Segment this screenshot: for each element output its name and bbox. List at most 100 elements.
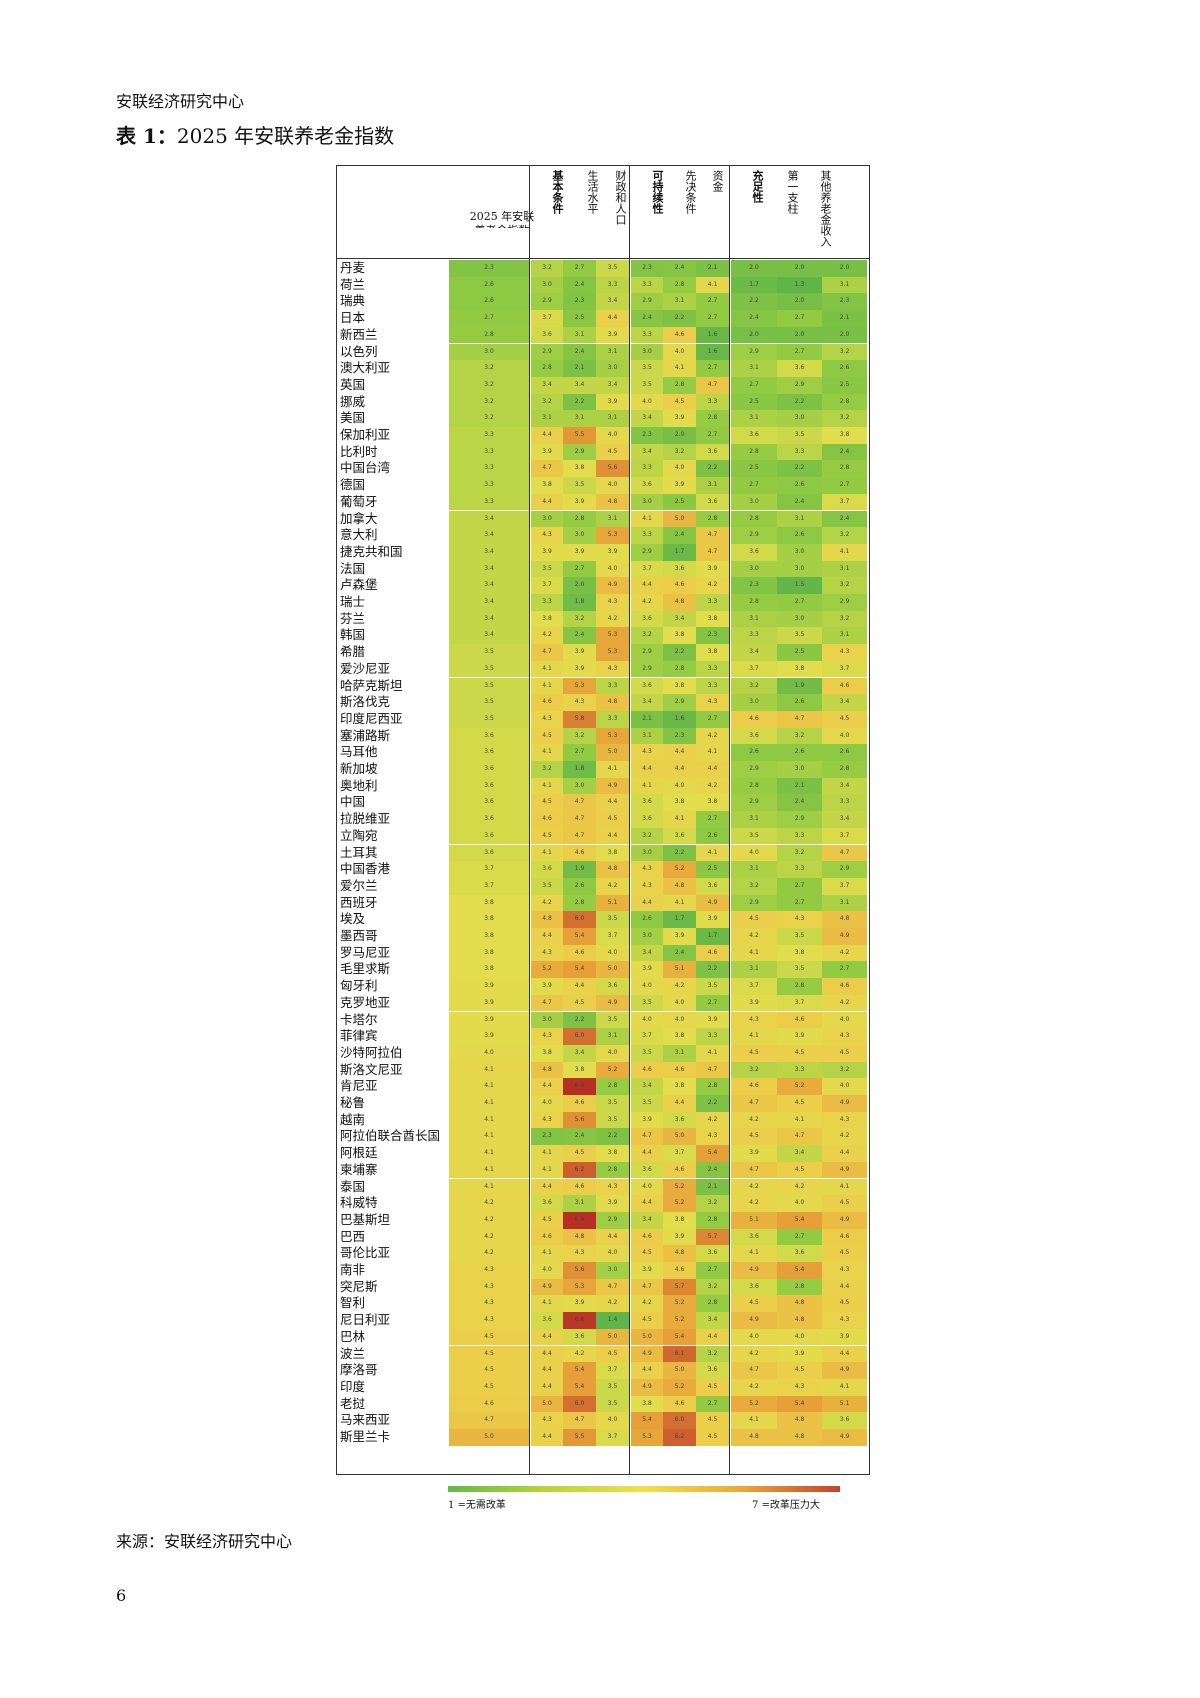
sub-score-cell: 3.7 — [596, 1429, 629, 1446]
table-row: 西班牙 3.8 4.2 2.8 5.1 4.4 4.1 4.9 2.9 2.7 3.1 — [337, 894, 868, 912]
sub-score-cell: 3.6 — [531, 1195, 563, 1212]
sub-score-cell: 4.4 — [663, 1095, 696, 1112]
sub-score-cell: 3.4 — [563, 1044, 596, 1062]
pension-index-table: 2025 年安联 养老金指数 基本条件 生活水平 财政和人口 可持续性 先决条件 资金 充足… — [336, 165, 870, 1475]
sub-score-cell: 2.7 — [696, 360, 729, 377]
index-score-cell: 3.9 — [449, 994, 529, 1012]
sub-score-cell: 2.6 — [777, 527, 822, 544]
sub-score-cell: 3.5 — [596, 1395, 629, 1413]
sub-score-cell: 4.2 — [531, 627, 563, 645]
sub-score-cell: 2.6 — [631, 911, 663, 928]
sub-score-cell: 2.2 — [663, 644, 696, 661]
sub-score-cell: 4.0 — [663, 994, 696, 1012]
table-row: 智利 4.3 4.1 3.9 4.2 4.2 5.2 2.8 4.5 4.8 4.5 — [337, 1295, 868, 1313]
sub-score-cell: 2.4 — [631, 310, 663, 327]
sub-score-cell: 2.8 — [696, 1078, 729, 1095]
sub-score-cell: 2.0 — [822, 326, 867, 344]
sub-score-cell: 3.2 — [822, 610, 867, 628]
sub-score-cell: 3.2 — [822, 1061, 867, 1079]
sub-score-cell: 2.3 — [663, 727, 696, 745]
sub-score-cell: 3.8 — [663, 1028, 696, 1045]
index-score-cell: 3.2 — [449, 393, 529, 411]
table-row: 印度 4.5 4.4 5.4 3.5 4.9 5.2 4.5 4.2 4.3 4.1 — [337, 1378, 868, 1396]
sub-score-cell: 3.4 — [696, 1312, 729, 1329]
sub-score-cell: 2.5 — [663, 493, 696, 511]
sub-score-cell: 4.1 — [663, 360, 696, 377]
sub-score-cell: 3.6 — [696, 1245, 729, 1262]
sub-score-cell: 4.2 — [731, 1378, 777, 1396]
sub-score-cell: 4.3 — [822, 644, 867, 661]
country-name: 澳大利亚 — [340, 360, 391, 376]
sub-score-cell: 2.6 — [777, 694, 822, 711]
sub-score-cell: 4.4 — [531, 1345, 563, 1363]
country-name: 突尼斯 — [340, 1278, 378, 1294]
sub-score-cell: 5.1 — [731, 1211, 777, 1229]
sub-score-cell: 3.6 — [631, 1161, 663, 1179]
sub-score-cell: 4.9 — [822, 928, 867, 945]
column-header: 其他养老金收入 — [819, 170, 832, 247]
sub-score-cell: 3.3 — [631, 527, 663, 544]
sub-score-cell: 2.7 — [696, 1395, 729, 1413]
legend-low-label: 1 =无需改革 — [448, 1500, 506, 1511]
sub-score-cell: 4.4 — [663, 761, 696, 778]
column-header: 资金 — [711, 170, 724, 192]
sub-score-cell: 2.7 — [563, 744, 596, 761]
sub-score-cell: 2.7 — [777, 594, 822, 611]
sub-score-cell: 4.4 — [531, 1378, 563, 1396]
sub-score-cell: 5.2 — [663, 1378, 696, 1396]
sub-score-cell: 4.5 — [531, 827, 563, 845]
country-name: 巴基斯坦 — [340, 1211, 391, 1227]
sub-score-cell: 3.5 — [596, 1378, 629, 1396]
sub-score-cell: 3.8 — [663, 627, 696, 645]
sub-score-cell: 6.0 — [663, 1412, 696, 1429]
country-name: 阿拉伯联合酋长国 — [340, 1128, 441, 1144]
sub-score-cell: 4.1 — [822, 1178, 867, 1196]
country-name: 韩国 — [340, 627, 366, 643]
index-score-cell: 3.3 — [449, 443, 529, 461]
sub-score-cell: 4.4 — [531, 1429, 563, 1446]
sub-score-cell: 3.9 — [822, 1328, 867, 1346]
sub-score-cell: 1.4 — [596, 1312, 629, 1329]
sub-score-cell: 4.7 — [531, 460, 563, 478]
table-row: 爱尔兰 3.7 3.5 2.6 4.2 4.3 4.8 3.6 3.2 2.7 3.7 — [337, 877, 868, 895]
sub-score-cell: 3.5 — [596, 260, 629, 277]
sub-score-cell: 4.6 — [822, 978, 867, 995]
sub-score-cell: 4.3 — [696, 694, 729, 711]
sub-score-cell: 3.0 — [596, 360, 629, 377]
sub-score-cell: 5.6 — [596, 460, 629, 478]
sub-score-cell: 4.4 — [531, 427, 563, 444]
sub-score-cell: 4.5 — [531, 1211, 563, 1229]
sub-score-cell: 4.4 — [663, 744, 696, 761]
table-row: 法国 3.4 3.5 2.7 4.0 3.7 3.6 3.9 3.0 3.0 3.1 — [337, 560, 868, 578]
sub-score-cell: 3.0 — [596, 1262, 629, 1279]
sub-score-cell: 4.7 — [731, 1161, 777, 1179]
sub-score-cell: 5.4 — [777, 1262, 822, 1279]
country-name: 斯洛文尼亚 — [340, 1061, 403, 1077]
sub-score-cell: 4.5 — [822, 710, 867, 728]
sub-score-cell: 3.9 — [631, 1111, 663, 1129]
sub-score-cell: 2.4 — [777, 493, 822, 511]
sub-score-cell: 3.9 — [531, 978, 563, 995]
sub-score-cell: 2.9 — [777, 811, 822, 828]
index-score-cell: 3.3 — [449, 477, 529, 494]
sub-score-cell: 3.7 — [631, 1028, 663, 1045]
table-group-divider — [529, 166, 530, 1474]
country-name: 卢森堡 — [340, 577, 378, 593]
country-name: 老挝 — [340, 1395, 366, 1411]
sub-score-cell: 4.0 — [663, 343, 696, 361]
sub-score-cell: 4.8 — [531, 1061, 563, 1079]
sub-score-cell: 2.1 — [822, 310, 867, 327]
country-name: 葡萄牙 — [340, 493, 378, 509]
sub-score-cell: 2.9 — [531, 293, 563, 311]
table-row: 菲律宾 3.9 4.3 6.0 3.1 3.7 3.8 3.3 4.1 3.9 4.3 — [337, 1028, 868, 1045]
sub-score-cell: 5.3 — [563, 1278, 596, 1296]
sub-score-cell: 3.4 — [631, 1078, 663, 1095]
table-row: 美国 3.2 3.1 3.1 3.1 3.4 3.9 2.8 3.1 3.0 3.2 — [337, 410, 868, 427]
sub-score-cell: 3.4 — [563, 376, 596, 394]
sub-score-cell: 2.2 — [696, 961, 729, 979]
sub-score-cell: 2.8 — [563, 894, 596, 912]
sub-score-cell: 4.7 — [596, 1278, 629, 1296]
country-name: 希腊 — [340, 644, 366, 660]
sub-score-cell: 2.0 — [731, 326, 777, 344]
index-score-cell: 3.4 — [449, 627, 529, 645]
